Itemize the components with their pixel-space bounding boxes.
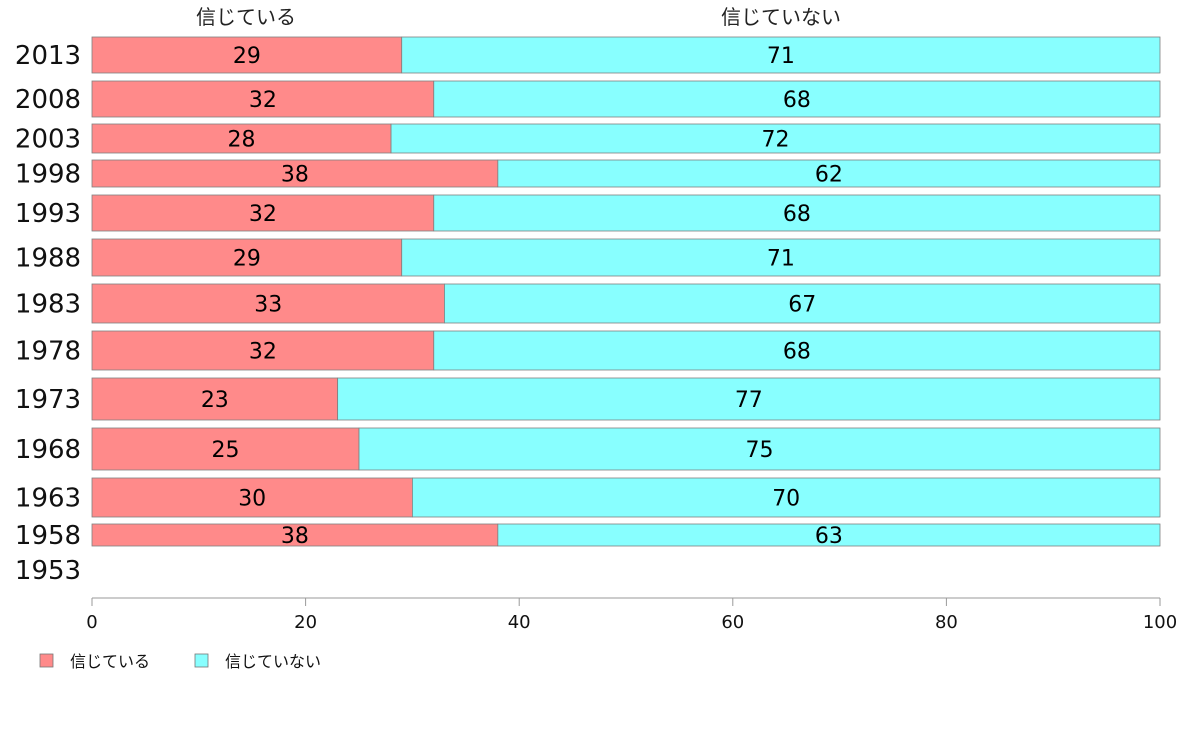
- year-label: 1963: [15, 484, 81, 514]
- x-axis: 0 20 40 60 80 100: [86, 597, 1177, 633]
- year-label: 2003: [15, 125, 81, 155]
- bar-value-label-not-believe: 68: [783, 88, 811, 113]
- bar-value-label-not-believe: 71: [767, 247, 795, 272]
- bar-value-label-believe: 32: [249, 88, 277, 113]
- bar-value-label-not-believe: 62: [815, 163, 843, 188]
- bar-segment-not-believe: [433, 194, 1161, 232]
- bar-segment-believe: [91, 427, 360, 471]
- bar-value-label-not-believe: 67: [788, 293, 816, 318]
- bar-value-label-not-believe: 63: [815, 524, 843, 549]
- bar-value-label-not-believe: 71: [767, 44, 795, 69]
- year-label: 1958: [15, 521, 81, 551]
- bar-segment-not-believe: [358, 427, 1161, 471]
- bar-value-label-not-believe: 68: [783, 202, 811, 227]
- bar-value-label-believe: 32: [249, 202, 277, 227]
- bar-value-label-believe: 38: [281, 524, 309, 549]
- bar-segment-not-believe: [390, 123, 1161, 154]
- bars-group: 2013 29 71 2008 32 68 2003 28 72 1998 38 62 1993 32 68…: [15, 36, 1161, 586]
- bar-value-label-not-believe: 75: [746, 438, 774, 463]
- bar-segment-not-believe: [411, 477, 1161, 518]
- bar-value-label-believe: 25: [212, 438, 240, 463]
- bar-value-label-not-believe: 68: [783, 340, 811, 365]
- bar-segment-believe: [91, 283, 445, 324]
- legend-swatch-believe: [39, 653, 54, 668]
- bar-segment-not-believe: [444, 283, 1161, 324]
- year-label: 1993: [15, 199, 81, 229]
- year-label: 1968: [15, 435, 81, 465]
- year-label: 2013: [15, 41, 81, 71]
- bar-value-label-believe: 33: [254, 293, 282, 318]
- bar-value-label-not-believe: 72: [762, 128, 790, 153]
- bar-segment-not-believe: [433, 330, 1161, 371]
- bar-segment-believe: [91, 36, 403, 74]
- bar-segment-believe: [91, 477, 413, 518]
- bar-value-label-believe: 23: [201, 388, 229, 413]
- year-label: 1973: [15, 385, 81, 415]
- year-label: 2008: [15, 85, 81, 115]
- bar-segment-believe: [91, 194, 435, 232]
- legend: 信じている 信じていない: [39, 652, 321, 671]
- year-label: 1953: [15, 556, 81, 586]
- bar-segment-believe: [91, 377, 339, 421]
- legend-label-believe: 信じている: [70, 652, 150, 671]
- bar-value-label-believe: 38: [281, 163, 309, 188]
- bar-value-label-believe: 30: [238, 487, 266, 512]
- bar-segment-not-believe: [497, 523, 1161, 547]
- bar-value-label-believe: 29: [233, 247, 261, 272]
- x-tick-label: 100: [1143, 612, 1177, 633]
- bar-segment-believe: [91, 159, 499, 188]
- x-tick-label: 0: [86, 612, 97, 633]
- x-tick-label: 60: [721, 612, 744, 633]
- bar-value-label-believe: 32: [249, 340, 277, 365]
- x-tick-label: 80: [935, 612, 958, 633]
- bar-segment-not-believe: [433, 80, 1161, 118]
- legend-swatch-not-believe: [194, 653, 209, 668]
- bar-value-label-not-believe: 77: [735, 388, 763, 413]
- year-label: 1983: [15, 290, 81, 320]
- bar-value-label-not-believe: 70: [772, 487, 800, 512]
- legend-label-not-believe: 信じていない: [225, 652, 321, 671]
- bar-value-label-believe: 28: [228, 128, 256, 153]
- bar-segment-believe: [91, 80, 435, 118]
- bar-segment-not-believe: [337, 377, 1161, 421]
- bar-segment-believe: [91, 330, 435, 371]
- bar-segment-not-believe: [497, 159, 1161, 188]
- year-label: 1998: [15, 160, 81, 190]
- x-tick-label: 20: [294, 612, 317, 633]
- bar-segment-not-believe: [401, 238, 1161, 277]
- bar-segment-believe: [91, 123, 392, 154]
- column-headers: 信じている 信じていない: [196, 5, 841, 29]
- bar-segment-not-believe: [401, 36, 1161, 74]
- column-header-not-believe: 信じていない: [721, 5, 841, 29]
- column-header-believe: 信じている: [196, 5, 296, 29]
- year-label: 1988: [15, 244, 81, 274]
- x-tick-label: 40: [508, 612, 531, 633]
- bar-value-label-believe: 29: [233, 44, 261, 69]
- year-label: 1978: [15, 337, 81, 367]
